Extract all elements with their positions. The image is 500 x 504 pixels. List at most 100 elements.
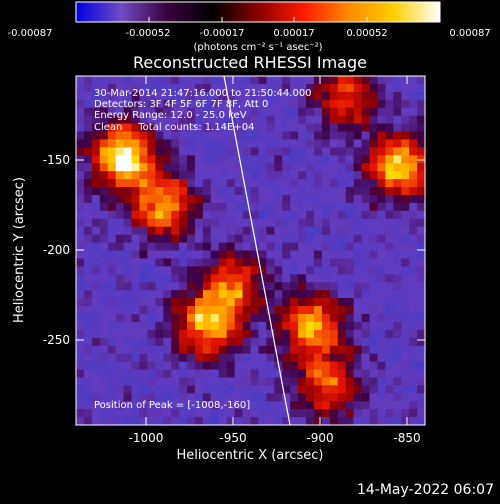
heatmap-cell [210, 123, 220, 133]
heatmap-cell [202, 202, 212, 212]
heatmap-cell [385, 282, 394, 291]
heatmap-cell [306, 210, 315, 220]
heatmap-cell [258, 401, 267, 410]
heatmap-cell [99, 202, 109, 212]
heatmap-cell [107, 337, 117, 347]
heatmap-cell [361, 83, 371, 93]
heatmap-cell [194, 377, 204, 386]
heatmap-cell [99, 91, 109, 101]
heatmap-cell [258, 115, 267, 125]
heatmap-cell [298, 123, 307, 133]
heatmap-cell [274, 353, 283, 363]
heatmap-cell [345, 147, 355, 156]
heatmap-cell [385, 361, 394, 371]
heatmap-cell [115, 123, 125, 133]
heatmap-cell [163, 361, 172, 371]
heatmap-cell [155, 409, 164, 418]
heatmap-cell [155, 171, 164, 180]
heatmap-cell [115, 210, 125, 220]
heatmap-cell [353, 266, 363, 275]
heatmap-cell [226, 393, 236, 402]
heatmap-cell [417, 171, 425, 180]
heatmap-cell [91, 401, 101, 410]
heatmap-cell [377, 345, 386, 355]
heatmap-cell [76, 210, 85, 220]
heatmap-cell [179, 337, 188, 347]
heatmap-cell [83, 401, 93, 410]
heatmap-cell [210, 377, 220, 386]
heatmap-cell [226, 155, 236, 164]
heatmap-cell [218, 401, 228, 410]
heatmap-cell [76, 179, 85, 188]
heatmap-cell [147, 409, 156, 418]
heatmap-cell [147, 163, 156, 172]
heatmap-cell [393, 187, 402, 196]
heatmap-cell [306, 218, 315, 228]
heatmap-cell [139, 83, 148, 93]
heatmap-cell [115, 139, 125, 148]
heatmap-cell [290, 99, 299, 109]
heatmap-cell [313, 83, 323, 93]
heatmap-cell [234, 194, 244, 204]
heatmap-cell [187, 234, 196, 244]
heatmap-cell [202, 226, 212, 236]
heatmap-cell [313, 313, 323, 323]
heatmap-cell [329, 329, 339, 339]
heatmap-cell [290, 226, 299, 236]
heatmap-cell [377, 298, 386, 307]
heatmap-cell [76, 306, 85, 315]
heatmap-cell [123, 266, 133, 275]
heatmap-cell [313, 139, 323, 148]
heatmap-cell [210, 218, 220, 228]
heatmap-cell [353, 258, 363, 267]
heatmap-cell [202, 377, 212, 386]
heatmap-cell [274, 274, 283, 283]
heatmap-cell [377, 290, 386, 299]
heatmap-cell [202, 179, 212, 188]
heatmap-cell [234, 409, 244, 418]
heatmap-cell [266, 234, 275, 244]
heatmap-cell [194, 385, 204, 394]
heatmap-cell [274, 313, 283, 323]
heatmap-cell [345, 83, 355, 93]
heatmap-cell [147, 250, 156, 260]
heatmap-cell [115, 369, 125, 379]
heatmap-cell [171, 274, 180, 283]
heatmap-cell [290, 91, 299, 101]
heatmap-cell [234, 76, 244, 85]
heatmap-cell [361, 91, 371, 101]
heatmap-cell [306, 155, 315, 164]
heatmap-cell [417, 353, 425, 363]
heatmap-cell [258, 171, 267, 180]
heatmap-cell [377, 155, 386, 164]
heatmap-cell [99, 417, 109, 425]
heatmap-cell [163, 313, 172, 323]
heatmap-cell [298, 417, 307, 425]
heatmap-cell [337, 290, 347, 299]
heatmap-cell [298, 171, 307, 180]
heatmap-cell [218, 306, 228, 315]
heatmap-cell [99, 155, 109, 164]
heatmap-cell [147, 155, 156, 164]
heatmap-cell [337, 345, 347, 355]
heatmap-cell [266, 194, 275, 204]
heatmap-cell [385, 385, 394, 394]
heatmap-cell [282, 179, 291, 188]
heatmap-cell [179, 306, 188, 315]
heatmap-cell [234, 290, 244, 299]
heatmap-cell [321, 76, 331, 85]
heatmap-cell [139, 321, 148, 331]
heatmap-cell [337, 202, 347, 212]
heatmap-cell [321, 337, 331, 347]
heatmap-cell [258, 210, 267, 220]
heatmap-cell [194, 107, 204, 117]
heatmap-cell [139, 337, 148, 347]
heatmap-cell [91, 329, 101, 339]
heatmap-cell [218, 353, 228, 363]
heatmap-cell [115, 274, 125, 283]
heatmap-cell [345, 91, 355, 101]
heatmap-cell [234, 266, 244, 275]
heatmap-cell [250, 417, 260, 425]
heatmap-cell [321, 385, 331, 394]
heatmap-cell [115, 313, 125, 323]
